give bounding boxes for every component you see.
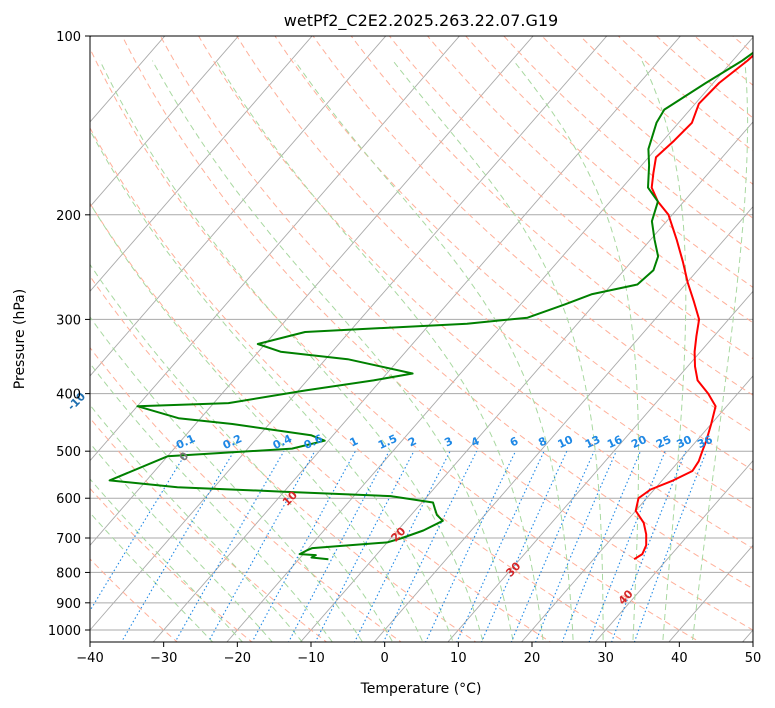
x-tick-label: −10 [297,651,324,666]
mixing-ratio-line-1.5 [287,450,390,642]
isotherm--10 [299,121,753,642]
isotherm--50 [90,36,534,547]
dry-adiabat-160 [541,36,753,219]
plot-area [90,36,753,642]
dry-adiabat-180 [617,36,753,152]
moist-adiabat-28 [294,60,574,642]
x-tick-label: −40 [76,651,103,666]
mixing-ratio-line-8 [456,450,545,642]
x-axis-label: Temperature (°C) [360,681,482,697]
axis-ticks: −40 −30 −20 −10 0 10 20 30 40 50 1000 900 800 700 600 5… [48,30,761,666]
y-tick-label: 700 [56,532,81,547]
y-tick-label: 1000 [48,624,81,639]
y-tick-label: 600 [56,492,81,507]
isotherm--70 [90,36,387,377]
moist-adiabat-0 [90,316,364,642]
y-tick-label: 500 [56,445,81,460]
y-tick-label: 100 [56,30,81,45]
isotherm-0 [373,205,753,642]
dry-adiabat-60 [159,36,753,590]
mixing-ratio-line-6 [425,450,517,642]
x-tick-label: 20 [524,651,541,666]
dry-adiabat-110 [350,36,753,396]
dry-adiabat-80 [236,36,753,510]
dry-adiabat-40 [90,47,701,642]
moist-adiabat--12 [90,442,273,642]
isotherm--90 [90,36,240,208]
moist-adiabat-32 [392,60,604,642]
isotherm--40 [90,36,608,631]
mixing-ratio-line-2 [314,450,415,642]
mixing-ratio-line-4 [382,450,478,642]
mixing-ratio-label: 16 [605,433,625,451]
moist-adiabat--8 [90,404,303,642]
moist-adiabat--16 [90,478,244,642]
moist-adiabat-4 [90,263,394,642]
isotherm--20 [226,36,753,642]
isotherm--80 [90,36,313,292]
moist-adiabat-12 [90,129,454,642]
mixing-ratio-line-0.1 [90,450,188,612]
dry-adiabat-10 [90,275,477,642]
dry-adiabat-100 [312,36,753,434]
x-tick-label: 30 [597,651,614,666]
grid-lines [90,36,753,642]
moist-adiabat-44 [691,60,749,642]
x-tick-label: 0 [381,651,389,666]
plot-frame [89,35,754,643]
dry-adiabat-170 [579,36,753,185]
sounding-curves [108,51,753,561]
chart-title: wetPf2_C2E2.2025.263.22.07.G19 [284,11,558,31]
mixing-ratio-label: 10 [556,433,576,451]
mixing-ratio-line-10 [481,450,568,642]
mixing-ratio-label: 20 [629,433,649,451]
x-tick-label: −20 [224,651,251,666]
mixing-ratio-line-1 [251,450,356,642]
mixing-ratio-label: 36 [695,433,715,451]
dewpoint-profile [108,51,753,561]
mixing-ratio-line-36 [633,450,708,642]
y-tick-label: 400 [56,388,81,403]
mixing-ratio-label: 13 [583,433,602,451]
y-axis-label: Pressure (hPa) [12,289,28,389]
y-tick-label: 300 [56,313,81,328]
temperature-profile [633,54,753,561]
mixing-ratio-label: 25 [654,433,673,451]
isotherm-20 [520,375,753,642]
x-tick-label: −30 [150,651,177,666]
isotherm--30 [152,36,682,642]
y-tick-label: 800 [56,566,81,581]
isotherm-10 [447,290,753,642]
isotherm-30 [594,459,753,642]
moist-adiabat-20 [151,60,514,642]
y-tick-label: 900 [56,597,81,612]
x-tick-label: 10 [450,651,467,666]
mixing-ratio-line-0.2 [120,450,235,642]
mixing-ratio-line-3 [353,450,451,642]
dry-adiabat-50 [121,36,753,631]
moist-adiabat-8 [90,202,424,642]
x-tick-label: 50 [745,651,762,666]
dry-adiabat--10 [90,417,328,642]
y-tick-label: 200 [56,209,81,224]
mixing-ratio-label: 30 [675,433,695,451]
isotherm--60 [90,36,461,462]
moist-adiabat-36 [513,60,639,642]
moist-adiabat-24 [215,60,544,642]
x-tick-label: 40 [671,651,688,666]
dry-adiabat-20 [90,202,552,642]
mixing-ratio-line-30 [611,450,687,642]
moist-adiabat-40 [641,60,687,642]
mixing-ratio-line-13 [510,450,595,642]
mixing-ratio-line-0.6 [207,450,316,642]
moist-adiabat-16 [99,60,484,642]
dry-adiabat-120 [388,36,753,360]
